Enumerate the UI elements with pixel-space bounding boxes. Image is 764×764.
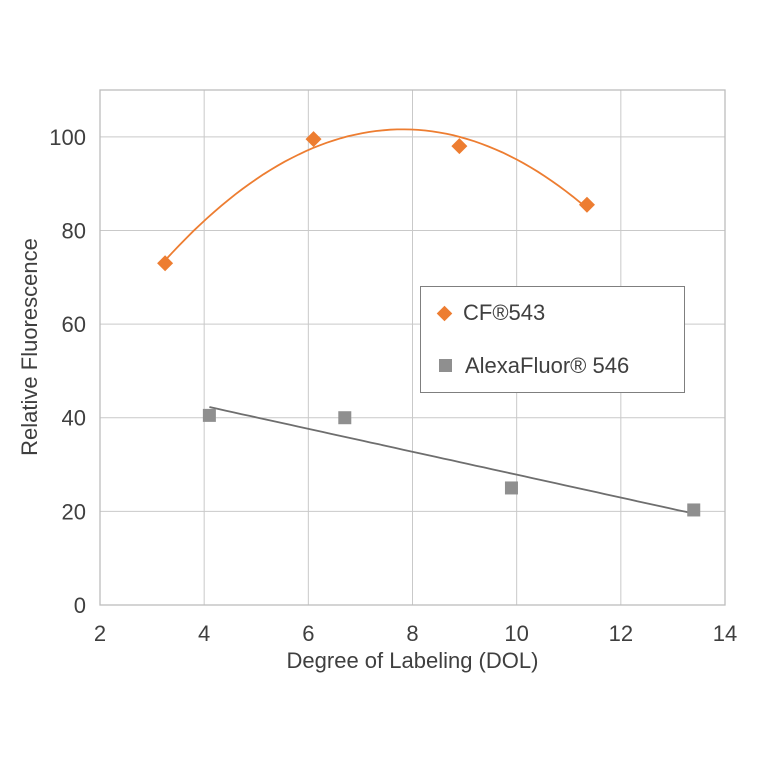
svg-text:0: 0: [74, 593, 86, 618]
legend-item: CF®543: [436, 300, 684, 326]
legend-label: CF®543: [463, 300, 546, 326]
svg-text:4: 4: [198, 621, 210, 646]
svg-text:100: 100: [49, 125, 86, 150]
svg-text:60: 60: [62, 312, 86, 337]
svg-text:40: 40: [62, 406, 86, 431]
square-marker-icon: [439, 359, 452, 373]
legend: CF®543 AlexaFluor® 546: [420, 286, 685, 393]
x-axis-label: Degree of Labeling (DOL): [286, 648, 539, 673]
svg-text:10: 10: [504, 621, 528, 646]
svg-text:8: 8: [406, 621, 418, 646]
svg-text:6: 6: [302, 621, 314, 646]
svg-text:80: 80: [62, 218, 86, 243]
legend-label: AlexaFluor® 546: [465, 352, 630, 378]
diamond-marker-icon: [436, 305, 453, 322]
svg-text:12: 12: [609, 621, 633, 646]
svg-text:20: 20: [62, 499, 86, 524]
legend-item: AlexaFluor® 546: [439, 353, 684, 379]
y-axis-label: Relative Fluorescence: [17, 238, 42, 456]
svg-text:2: 2: [94, 621, 106, 646]
svg-text:14: 14: [713, 621, 737, 646]
